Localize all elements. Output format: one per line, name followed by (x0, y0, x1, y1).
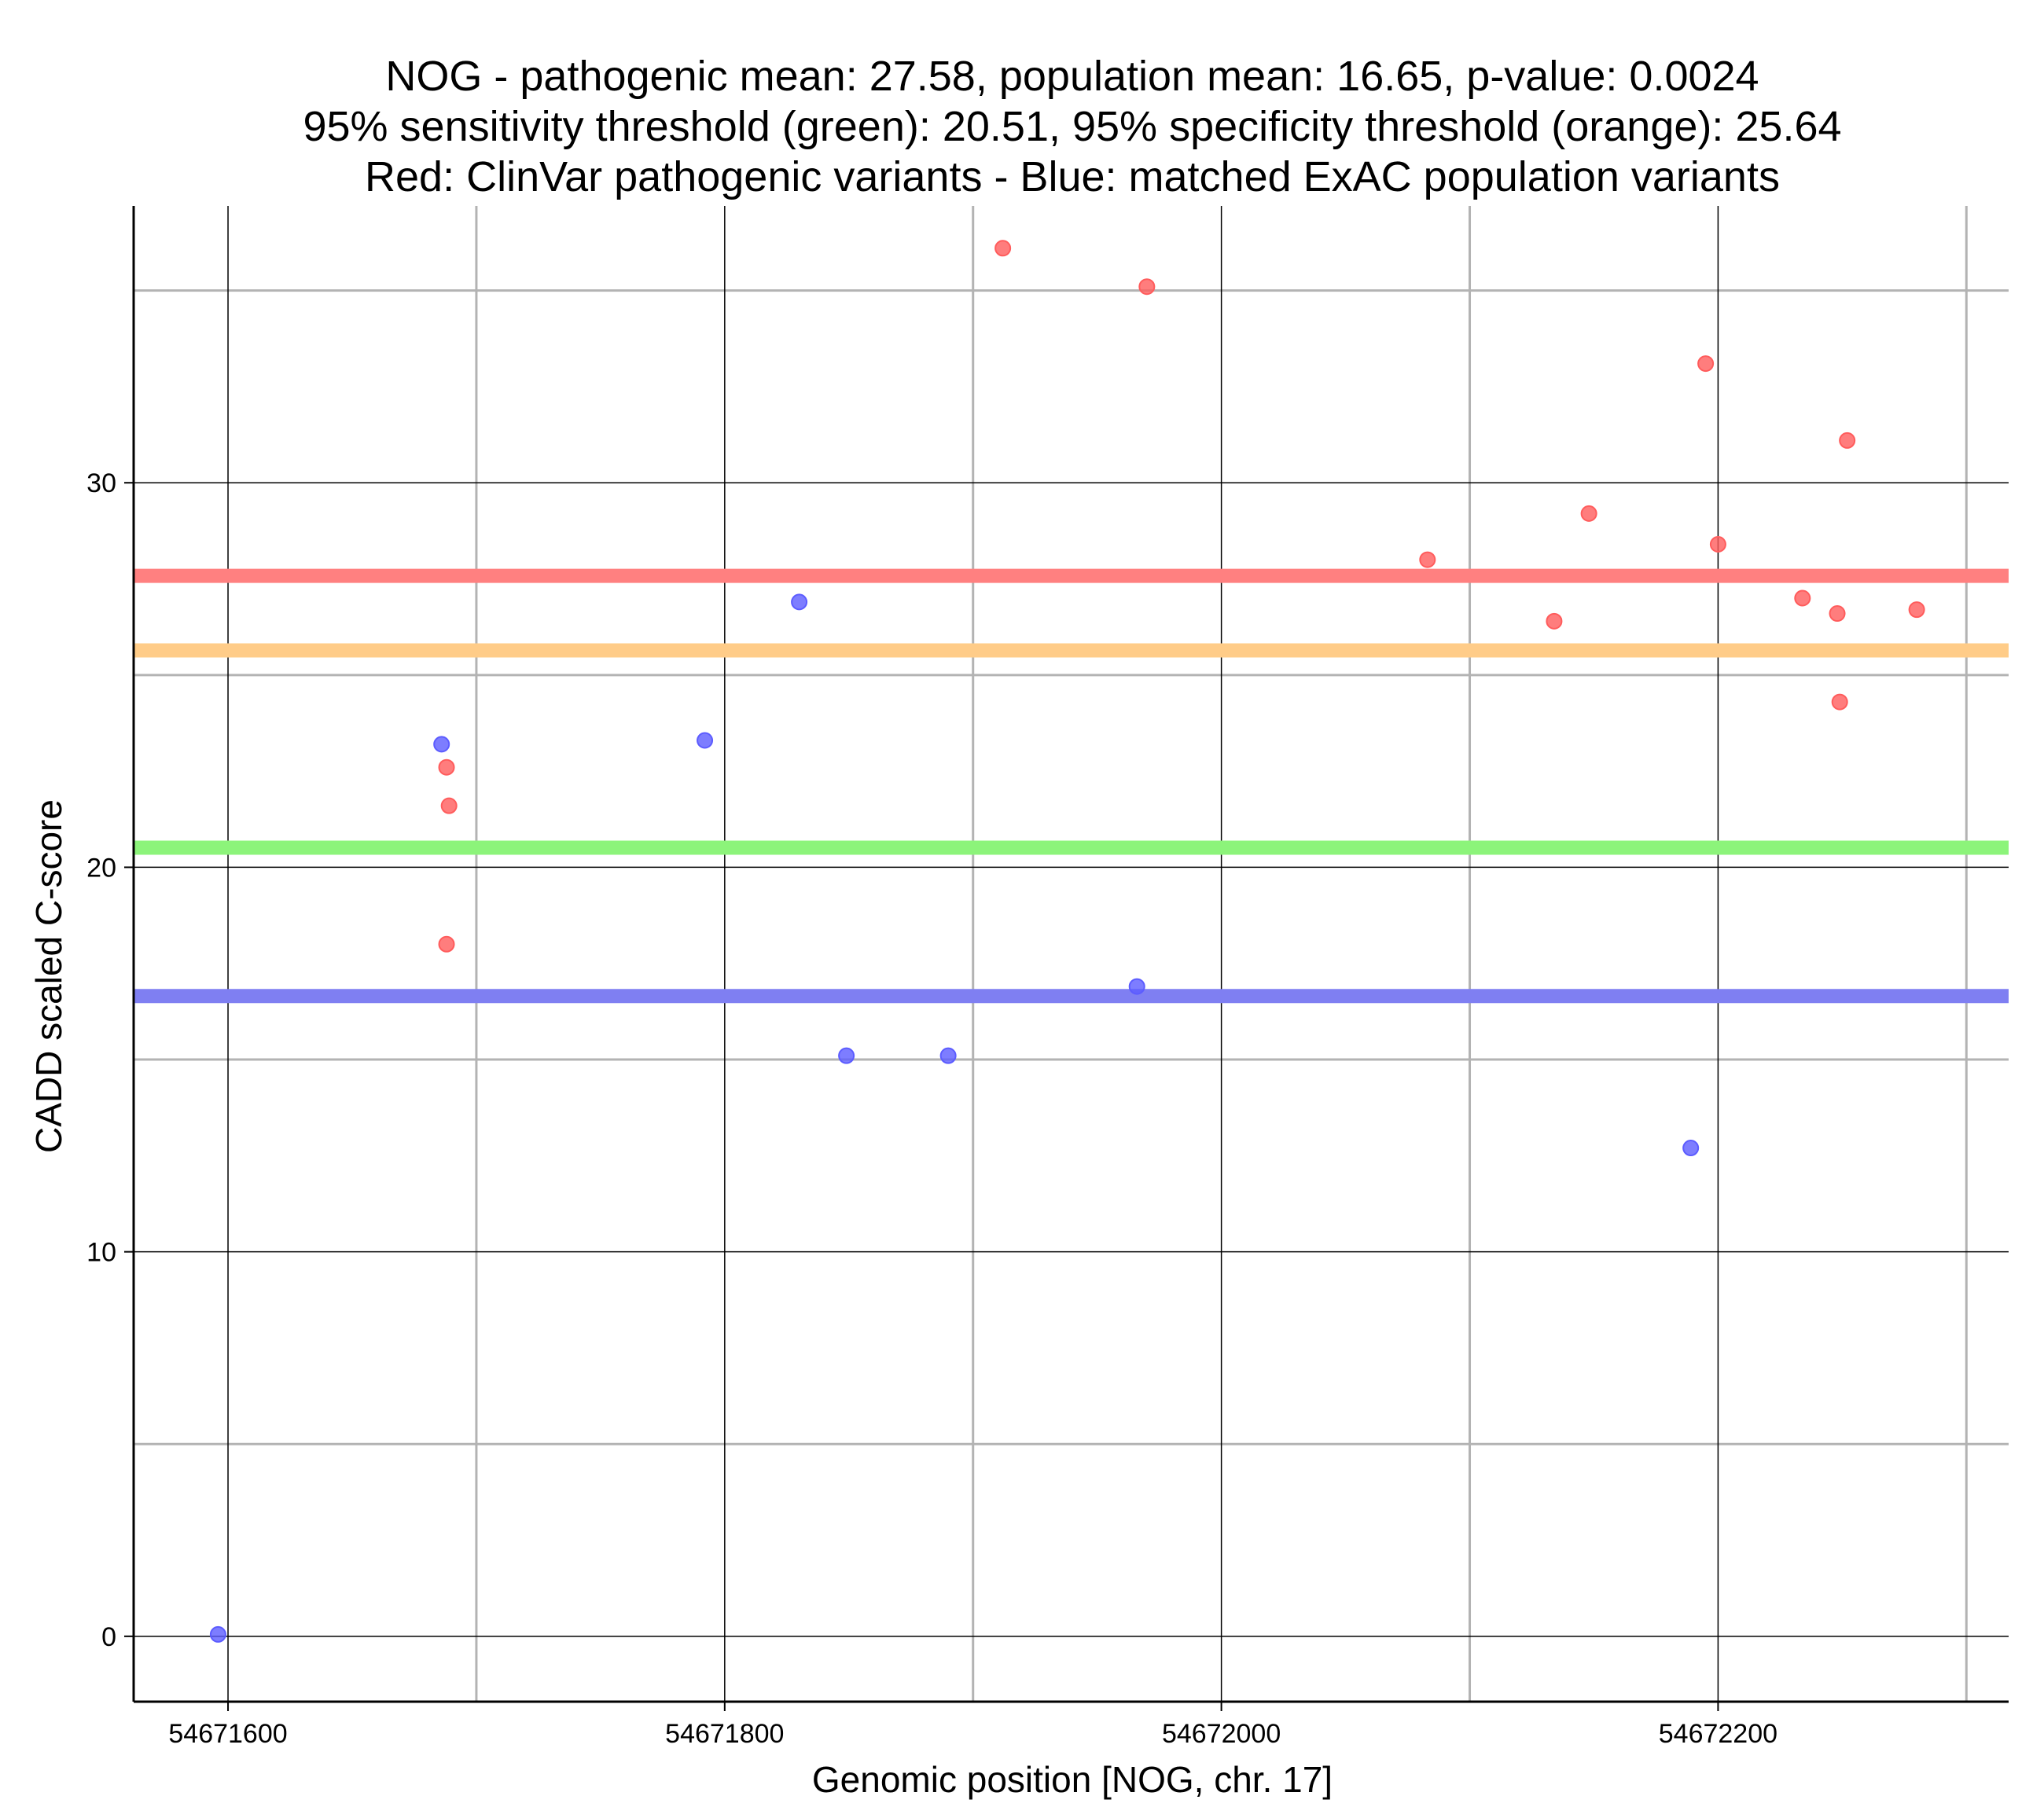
pathogenic-point (440, 797, 458, 814)
chart-title-line-3: Red: ClinVar pathogenic variants - Blue:… (365, 153, 1780, 200)
pathogenic-point (1829, 605, 1846, 623)
y-axis-label: CADD scaled C-score (28, 799, 69, 1153)
pathogenic-point (1580, 505, 1597, 522)
population-point (838, 1047, 855, 1064)
pathogenic-point (1831, 693, 1848, 711)
population-point (791, 593, 808, 611)
pathogenic-point (1908, 601, 1925, 619)
pathogenic-point (1419, 551, 1436, 568)
pathogenic-point (438, 935, 455, 953)
grid-major (134, 206, 2009, 1702)
y-tick-label: 20 (86, 853, 116, 883)
population-point (433, 736, 450, 753)
pathogenic-point (1697, 355, 1715, 373)
x-axis-label: Genomic position [NOG, chr. 17] (812, 1759, 1333, 1800)
x-tick-label: 54672000 (1162, 1719, 1281, 1749)
y-tick-label: 10 (86, 1238, 116, 1268)
axes (124, 206, 2009, 1711)
pathogenic-point (1546, 612, 1563, 630)
population-point (939, 1047, 957, 1064)
data-points (209, 240, 1925, 1643)
x-tick-label: 54671600 (168, 1719, 287, 1749)
population-point (1682, 1140, 1700, 1157)
population-point (209, 1625, 226, 1643)
tick-labels: 54671600 54671800 54672000 54672200 0 10 20 30 (86, 468, 1777, 1749)
pathogenic-point (1138, 278, 1156, 296)
y-tick-label: 30 (86, 468, 116, 498)
chart-title-line-1: NOG - pathogenic mean: 27.58, population… (385, 53, 1759, 100)
chart-title-line-2: 95% sensitivity threshold (green): 20.51… (303, 103, 1841, 150)
pathogenic-point (1709, 535, 1726, 553)
grid-minor (134, 206, 2009, 1702)
x-tick-label: 54671800 (665, 1719, 784, 1749)
population-point (697, 732, 714, 749)
reference-lines (134, 568, 2009, 1004)
pathogenic-point (1794, 589, 1811, 607)
population-point (1128, 978, 1145, 995)
pathogenic-point (1839, 432, 1856, 449)
pathogenic-point (438, 758, 455, 776)
y-tick-label: 0 (101, 1622, 116, 1652)
x-tick-label: 54672200 (1659, 1719, 1777, 1749)
pathogenic-point (994, 240, 1012, 257)
